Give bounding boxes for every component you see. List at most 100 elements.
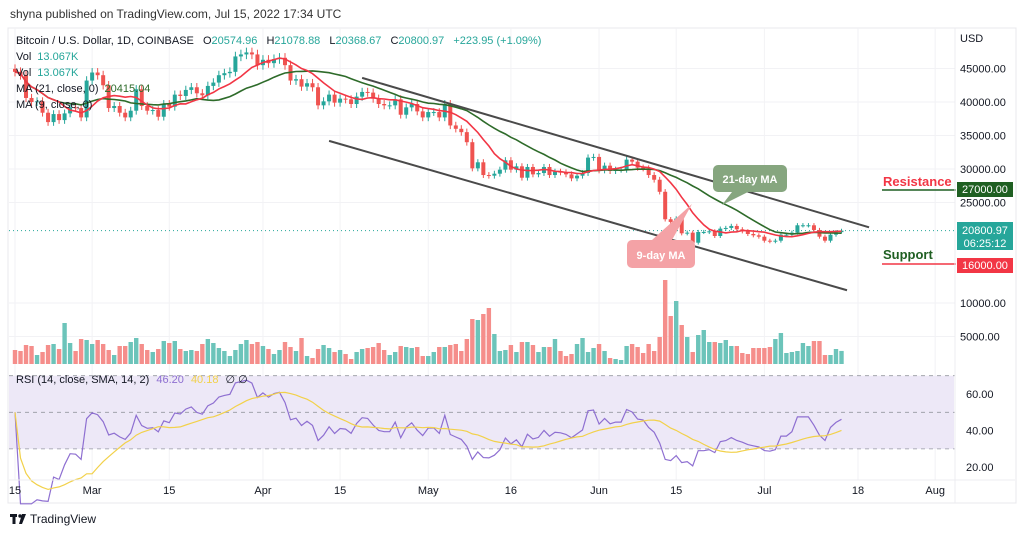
volume-bar — [89, 344, 95, 364]
candle-body — [552, 171, 557, 176]
volume-bar — [602, 351, 607, 364]
candle-body — [646, 168, 651, 176]
candle-body — [608, 165, 613, 172]
volume-bar — [481, 314, 486, 364]
candle-body — [371, 92, 376, 99]
volume-bar — [442, 347, 447, 364]
volume-bar — [629, 344, 635, 364]
price-axis[interactable]: 45000.00 40000.00 35000.00 30000.00 25000.00… — [960, 64, 1006, 344]
rsi-line — [14, 379, 842, 505]
candle-body — [382, 104, 387, 106]
candle-body — [354, 96, 359, 105]
volume-bar — [238, 344, 244, 364]
volume-bar — [260, 346, 266, 364]
volume-bar — [51, 344, 56, 364]
volume-bar — [624, 346, 629, 364]
candle-body — [46, 112, 51, 123]
candle-body — [271, 59, 276, 64]
candle-body — [216, 75, 221, 83]
candle-body — [497, 169, 502, 174]
volume-bar — [381, 350, 387, 364]
volume-bar — [150, 352, 155, 364]
volume-bar — [767, 347, 773, 364]
candle-body — [24, 75, 29, 98]
volume-bar — [437, 347, 442, 364]
volume-bar — [62, 323, 67, 364]
price-tick-label: 30000.00 — [960, 164, 1006, 176]
volume-bar — [227, 356, 233, 364]
candle-body — [453, 125, 458, 129]
volume-bar — [679, 325, 684, 364]
tradingview-logo[interactable]: TradingView — [10, 512, 96, 526]
candle-body — [630, 159, 635, 162]
volume-bar — [100, 344, 106, 364]
legend-ma9: MA (9, close, 0) — [16, 99, 92, 111]
candle-body — [200, 93, 205, 96]
volume-bar — [508, 345, 514, 364]
candle-body — [822, 236, 827, 241]
volume-bar — [569, 354, 574, 364]
candle-body — [580, 173, 585, 176]
volume-bar — [723, 340, 728, 364]
candle-body — [701, 231, 706, 233]
candle-body — [150, 110, 155, 112]
volume-bar — [404, 347, 409, 364]
volume-bar — [596, 344, 602, 364]
volume-bar — [304, 356, 310, 364]
candle-body — [828, 234, 833, 241]
volume-bar — [497, 351, 503, 364]
time-tick-label: 15 — [163, 485, 175, 497]
candle-body — [657, 179, 662, 192]
candle-body — [420, 111, 425, 118]
volume-bar — [249, 344, 255, 364]
volume-bar — [392, 352, 398, 364]
volume-bar — [255, 342, 260, 364]
candle-body — [431, 112, 436, 114]
candle-body — [73, 107, 78, 109]
volume-bar — [740, 353, 745, 364]
candle-body — [569, 174, 574, 179]
candle-body — [597, 156, 602, 171]
candle-body — [90, 72, 95, 81]
candle-body — [762, 236, 767, 241]
candle-body — [448, 104, 453, 126]
volume-bar — [514, 352, 519, 364]
price-tick-label: 40000.00 — [960, 97, 1006, 109]
candle-body — [249, 52, 254, 55]
candle-body — [156, 110, 161, 117]
candle-body — [294, 79, 299, 81]
volume-bar — [310, 358, 315, 364]
rsi-axis[interactable]: 60.00 40.00 20.00 — [966, 389, 994, 474]
volume-bar — [277, 350, 282, 364]
volume-bar — [657, 337, 662, 364]
candle-body — [145, 106, 150, 111]
time-axis[interactable]: 15 Mar 15 Apr 15 May 16 Jun 15 Jul 18 Aug — [9, 485, 945, 497]
candle-body — [525, 166, 530, 178]
channel-lines[interactable] — [328, 76, 870, 292]
ma9-callout[interactable]: 9-day MA — [627, 204, 695, 268]
volume-bar — [718, 343, 723, 364]
volume-bar — [337, 350, 343, 364]
volume-bar — [459, 351, 464, 364]
volume-bar — [558, 351, 563, 364]
ma21-callout[interactable]: 21-day MA — [713, 165, 787, 205]
volume-bar — [205, 339, 211, 364]
volume-bar — [674, 301, 679, 364]
volume-bar — [475, 320, 481, 364]
candle-body — [784, 234, 789, 236]
volume-bar — [78, 339, 84, 364]
volume-bar — [822, 355, 828, 364]
volume-bar — [420, 356, 425, 364]
candle-body — [321, 101, 326, 106]
volume-bar — [145, 350, 150, 364]
volume-bar — [106, 350, 111, 364]
price-tick-label: 45000.00 — [960, 64, 1006, 76]
time-tick-label: Aug — [925, 485, 945, 497]
support-price-box: 16000.00 — [957, 258, 1013, 273]
rsi-tick-label: 40.00 — [966, 426, 994, 438]
volume-bar — [293, 351, 299, 364]
volume-bar — [123, 346, 128, 364]
rsi-sma-line — [14, 391, 842, 491]
volume-bar — [161, 341, 166, 364]
